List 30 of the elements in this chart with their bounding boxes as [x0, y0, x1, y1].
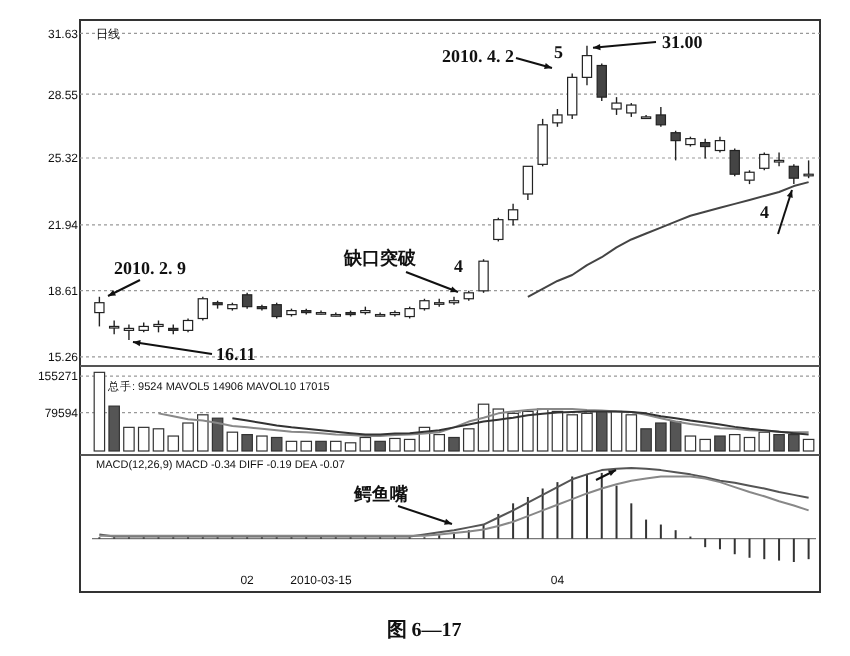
- candlestick: [670, 130, 681, 162]
- candlestick: [729, 147, 740, 177]
- candlestick: [478, 258, 489, 294]
- candlestick: [123, 323, 135, 341]
- line-series: [526, 181, 810, 298]
- annotation: 4: [454, 256, 464, 276]
- annotation: 缺口突破: [342, 248, 418, 268]
- line-series: [157, 408, 810, 438]
- annotation: 31.00: [662, 32, 704, 52]
- caption: 图 6—17: [386, 620, 462, 642]
- annotation: 16.11: [216, 344, 257, 364]
- candlestick: [581, 45, 593, 86]
- annotation: 2010. 2. 9: [114, 258, 187, 278]
- candlestick: [537, 118, 548, 168]
- annotation: 5: [554, 42, 564, 62]
- candlestick: [448, 296, 460, 306]
- candlestick: [699, 137, 711, 160]
- annotation: 鳄鱼嘴: [352, 484, 410, 504]
- annotation: 4: [760, 202, 770, 222]
- candlestick: [773, 151, 785, 168]
- candlestick: [507, 203, 519, 227]
- candlestick: [493, 217, 504, 243]
- candlestick: [197, 296, 209, 322]
- candlestick: [94, 296, 105, 328]
- candlestick: [567, 72, 578, 120]
- candlestick: [522, 165, 534, 201]
- candlestick: [108, 319, 120, 336]
- candlestick: [655, 106, 667, 128]
- annotation: 2010. 4. 2: [442, 46, 515, 66]
- candlestick: [596, 62, 607, 102]
